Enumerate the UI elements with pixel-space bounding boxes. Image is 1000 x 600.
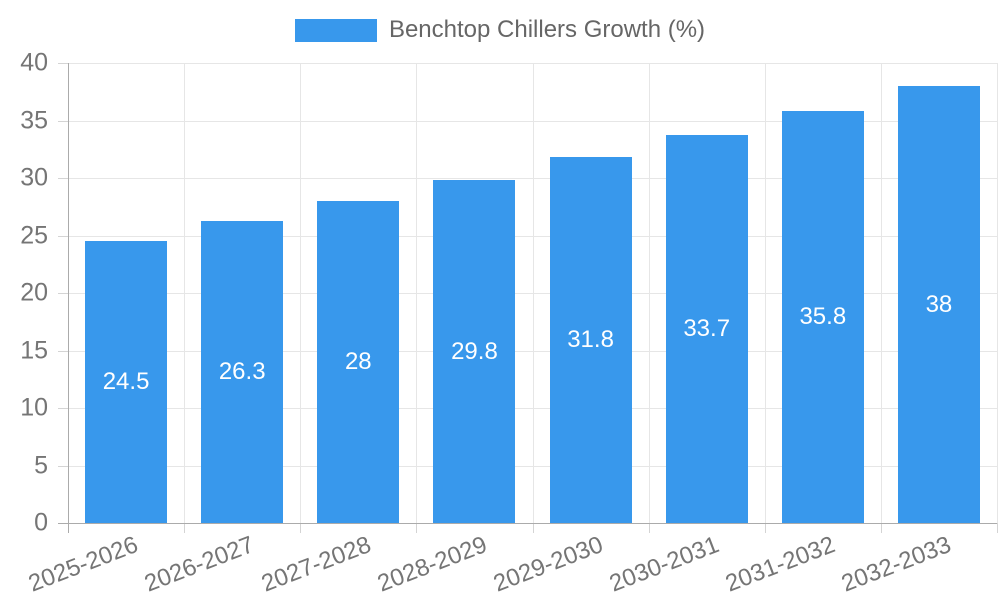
x-axis-tick-label: 2030-2031 [605,531,723,598]
x-gridline [416,63,418,523]
x-gridline [880,63,882,523]
y-axis-tick-label: 20 [20,278,48,307]
x-axis-line [58,523,997,524]
x-axis-tick [764,523,766,533]
bar[interactable] [897,86,980,523]
x-gridline [997,63,998,523]
x-gridline [184,63,186,523]
x-gridline [648,63,650,523]
x-axis-tick [532,523,534,533]
y-axis-tick-label: 25 [20,221,48,249]
x-axis-tick-label: 2032-2033 [838,531,955,598]
x-axis-tick [416,523,418,533]
x-gridline [300,63,302,523]
bar[interactable] [201,220,284,523]
y-axis-tick [58,408,68,409]
x-axis-tick [648,523,650,533]
bar-value-label: 35.8 [799,303,847,331]
y-axis-tick [58,235,68,237]
chart-legend[interactable]: Benchtop Chillers Growth (%) [0,18,1000,42]
x-axis-tick [997,523,998,533]
y-axis-tick-label: 5 [34,451,48,479]
y-axis-tick-label: 10 [20,393,48,422]
bar-value-label: 33.7 [683,315,731,343]
bar-value-label: 26.3 [218,357,266,385]
bar-value-label: 28 [344,348,372,375]
y-axis-tick-label: 30 [20,163,48,192]
x-axis-tick-label: 2028-2029 [373,531,491,598]
y-axis-tick [58,350,68,352]
y-axis-tick-label: 0 [34,508,48,537]
bar-value-label: 38 [925,290,953,318]
y-axis-tick [58,63,68,64]
legend-label: Benchtop Chillers Growth (%) [388,16,706,43]
x-axis-tick-label: 2027-2028 [257,531,375,598]
legend-swatch-icon [294,18,377,42]
bar[interactable] [665,135,748,523]
bar[interactable] [317,201,400,523]
x-axis-tick [880,523,882,533]
x-axis-tick [300,523,302,533]
bar-value-label: 31.8 [567,326,614,354]
x-axis-tick-label: 2031-2032 [721,531,839,598]
y-axis-tick [58,465,68,467]
y-axis-tick [58,293,68,294]
bar[interactable] [781,111,864,523]
bar[interactable] [85,241,168,523]
y-axis-tick-label: 40 [20,48,48,77]
x-axis-tick [184,523,186,533]
bar-value-label: 24.5 [102,368,150,396]
x-axis-tick-label: 2026-2027 [141,531,259,598]
bar[interactable] [549,157,632,523]
x-gridline [764,63,766,523]
y-axis-tick [58,178,68,179]
x-axis-tick-label: 2029-2030 [489,531,607,598]
y-axis-tick-label: 35 [20,106,48,134]
y-axis-line [68,63,69,533]
x-axis-tick-label: 2025-2026 [25,531,143,598]
bar[interactable] [433,180,516,523]
x-gridline [532,63,534,523]
y-axis-tick-label: 15 [20,336,48,364]
y-axis-tick [58,120,68,122]
bar-value-label: 29.8 [451,337,498,365]
